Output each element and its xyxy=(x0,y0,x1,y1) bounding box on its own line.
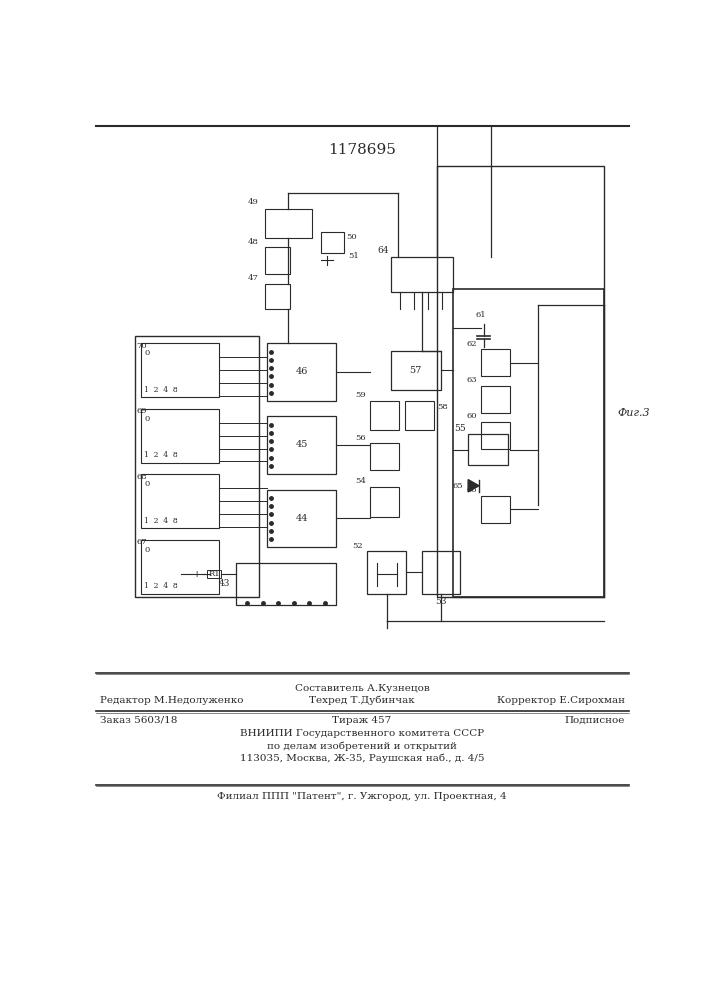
Bar xyxy=(141,409,218,463)
Bar xyxy=(267,490,337,547)
Text: 63: 63 xyxy=(467,376,477,384)
Text: 62: 62 xyxy=(467,340,477,348)
Bar xyxy=(437,166,604,597)
Text: 58: 58 xyxy=(437,403,448,411)
Bar xyxy=(370,443,399,470)
Text: +: + xyxy=(193,570,201,579)
Text: 46: 46 xyxy=(296,367,308,376)
Bar xyxy=(267,343,337,401)
Text: 70: 70 xyxy=(136,342,147,350)
Text: 0: 0 xyxy=(144,349,149,357)
Text: Техред Т.Дубинчак: Техред Т.Дубинчак xyxy=(309,696,415,705)
Bar xyxy=(481,349,510,376)
Bar xyxy=(468,434,508,465)
Text: 56: 56 xyxy=(355,434,366,442)
Text: 69: 69 xyxy=(136,407,147,415)
Bar xyxy=(135,336,259,597)
Text: 48: 48 xyxy=(248,238,259,246)
Bar xyxy=(321,232,344,253)
Text: 113035, Москва, Ж-35, Раушская наб., д. 4/5: 113035, Москва, Ж-35, Раушская наб., д. … xyxy=(240,754,484,763)
Text: 65: 65 xyxy=(452,482,462,490)
Bar xyxy=(265,209,312,238)
Bar xyxy=(141,540,218,594)
Bar xyxy=(265,247,290,274)
Text: Подписное: Подписное xyxy=(564,716,625,725)
Text: 52: 52 xyxy=(352,542,363,550)
Text: Составитель А.Кузнецов: Составитель А.Кузнецов xyxy=(295,684,429,693)
Text: по делам изобретений и открытий: по делам изобретений и открытий xyxy=(267,741,457,751)
Bar xyxy=(141,474,218,528)
Bar xyxy=(391,257,452,292)
Text: Заказ 5603/18: Заказ 5603/18 xyxy=(100,716,177,725)
Text: 1  2  4  8: 1 2 4 8 xyxy=(144,582,178,590)
Bar xyxy=(404,401,434,430)
Bar xyxy=(141,343,218,397)
Bar xyxy=(370,401,399,430)
Text: 44: 44 xyxy=(296,514,308,523)
Text: 59: 59 xyxy=(355,391,366,399)
Bar xyxy=(481,422,510,449)
Bar xyxy=(265,284,290,309)
Text: 0: 0 xyxy=(144,480,149,488)
Text: Редактор М.Недолуженко: Редактор М.Недолуженко xyxy=(100,696,243,705)
Text: Тираж 457: Тираж 457 xyxy=(332,716,392,725)
Polygon shape xyxy=(468,480,479,492)
Bar xyxy=(207,570,221,578)
Bar xyxy=(235,563,337,605)
Text: 66: 66 xyxy=(467,486,477,494)
Text: 0: 0 xyxy=(144,415,149,423)
Text: Филиал ППП "Патент", г. Ужгород, ул. Проектная, 4: Филиал ППП "Патент", г. Ужгород, ул. Про… xyxy=(217,792,507,801)
Bar xyxy=(370,487,399,517)
Text: 1  2  4  8: 1 2 4 8 xyxy=(144,386,178,394)
Text: 67: 67 xyxy=(136,538,147,546)
Text: 45: 45 xyxy=(296,440,308,449)
Text: Корректор Е.Сирохман: Корректор Е.Сирохман xyxy=(497,696,625,705)
Bar xyxy=(481,496,510,523)
Text: R1: R1 xyxy=(209,570,221,578)
Text: 1178695: 1178695 xyxy=(328,143,396,157)
Text: 54: 54 xyxy=(355,477,366,485)
Text: 60: 60 xyxy=(467,412,477,420)
Bar xyxy=(368,551,406,594)
Text: 64: 64 xyxy=(378,246,389,255)
Text: 61: 61 xyxy=(475,311,486,319)
Text: 47: 47 xyxy=(248,274,259,282)
Text: 57: 57 xyxy=(409,366,421,375)
Text: ВНИИПИ Государственного комитета СССР: ВНИИПИ Государственного комитета СССР xyxy=(240,729,484,738)
Text: 55: 55 xyxy=(454,424,466,433)
Bar xyxy=(421,551,460,594)
Text: 68: 68 xyxy=(136,473,147,481)
Text: 1  2  4  8: 1 2 4 8 xyxy=(144,517,178,525)
Text: 49: 49 xyxy=(248,198,259,206)
Text: 50: 50 xyxy=(346,233,357,241)
Text: 0: 0 xyxy=(144,546,149,554)
Text: 1  2  4  8: 1 2 4 8 xyxy=(144,451,178,459)
Bar xyxy=(452,289,604,597)
Text: 53: 53 xyxy=(436,597,447,606)
Bar xyxy=(267,416,337,474)
Bar xyxy=(391,351,441,389)
Text: 51: 51 xyxy=(348,252,358,260)
Bar xyxy=(481,386,510,413)
Text: 43: 43 xyxy=(219,579,230,588)
Text: Фиг.3: Фиг.3 xyxy=(618,408,650,418)
